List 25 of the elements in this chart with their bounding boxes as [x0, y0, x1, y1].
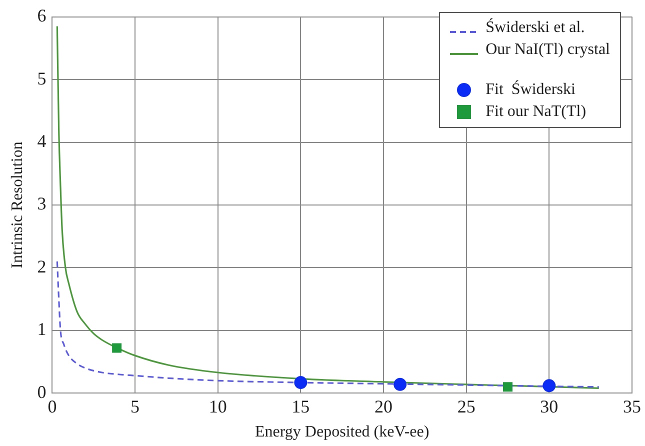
point: [394, 378, 407, 391]
x-tick-label: 35: [623, 396, 641, 417]
point: [294, 376, 308, 390]
y-tick-label: 3: [37, 194, 46, 214]
legend-label: Our NaI(Tl) crystal: [486, 41, 610, 59]
x-tick-label: 20: [374, 396, 393, 417]
y-tick-label: 6: [37, 6, 46, 26]
point: [542, 379, 556, 392]
y-tick-label: 4: [37, 131, 46, 151]
y-tick-label: 1: [37, 319, 46, 340]
legend-label: Fit Świderski: [486, 81, 576, 99]
x-tick-label: 25: [457, 396, 476, 417]
y-axis-title: Intrinsic Resolution: [8, 142, 26, 268]
x-tick-label: 15: [292, 396, 310, 417]
x-tick-label: 5: [130, 396, 140, 417]
point: [112, 343, 122, 353]
y-tick-label: 5: [37, 68, 46, 88]
legend-label: Świderski et al.: [486, 19, 585, 37]
legend-label: Fit our NaT(Tl): [486, 103, 586, 121]
y-tick-label: 2: [37, 256, 46, 276]
point: [503, 382, 512, 392]
x-axis-title: Energy Deposited (keV-ee): [255, 424, 430, 441]
x-tick-label: 10: [208, 396, 227, 417]
y-tick-label: 0: [37, 382, 46, 402]
x-tick-label: 30: [540, 396, 558, 417]
